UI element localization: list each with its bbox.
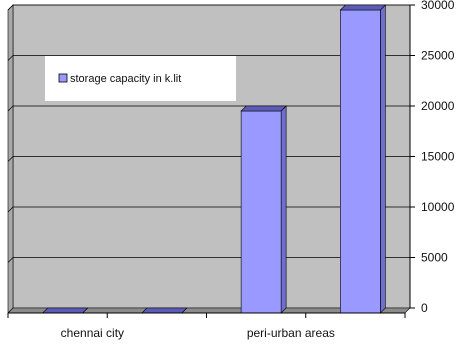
bar [240, 105, 287, 314]
bar-series [41, 4, 387, 314]
gridline-side [7, 55, 14, 61]
bar-side [380, 4, 386, 314]
bar-top [339, 4, 387, 11]
bar-top [41, 307, 89, 314]
gridline-side [7, 206, 14, 213]
y-tick-label: 5000 [421, 251, 448, 265]
bar [41, 307, 89, 314]
gridline-side [7, 105, 14, 112]
y-tick-label: 25000 [421, 49, 455, 63]
x-tick-label: chennai city [61, 326, 124, 340]
y-tick-label: 10000 [421, 200, 455, 214]
legend-box [45, 56, 236, 101]
y-tick-label: 30000 [421, 0, 455, 12]
x-tick-label: peri-urban areas [247, 326, 335, 340]
bar [339, 4, 387, 314]
x-axis: chennai city peri-urban areas [7, 312, 406, 340]
bar-top [141, 307, 188, 314]
y-tick-label: 20000 [421, 99, 455, 113]
bar-side [280, 105, 287, 314]
legend-swatch [58, 73, 68, 83]
y-tick-label: 15000 [421, 150, 455, 164]
gridline-side [7, 156, 14, 162]
y-axis: 0 5000 10000 15000 20000 25000 30000 [409, 0, 455, 315]
bar-front [340, 9, 381, 314]
legend-label: storage capacity in k.lit [70, 73, 181, 85]
gridline-side [7, 4, 14, 11]
gridline-side [7, 257, 14, 263]
y-tick-label: 0 [421, 301, 428, 315]
legend: storage capacity in k.lit [45, 56, 236, 101]
bar-top [240, 105, 287, 112]
bar-front [240, 110, 282, 314]
bar [141, 307, 188, 314]
